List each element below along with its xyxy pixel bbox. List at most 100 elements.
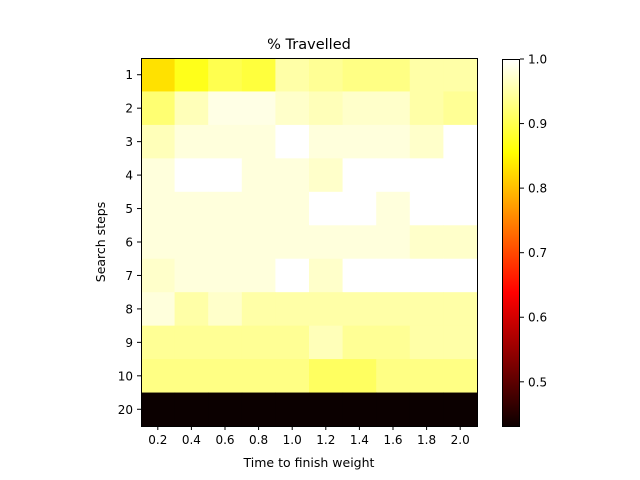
heatmap-cell: [443, 191, 478, 226]
heatmap-cell: [174, 58, 209, 93]
heatmap-cell: [275, 124, 310, 159]
heatmap-cell: [443, 124, 478, 159]
heatmap-cell: [275, 91, 310, 126]
heatmap-cell: [342, 191, 377, 226]
heatmap-cell: [409, 91, 444, 126]
plot-frame: [141, 58, 478, 427]
heatmap-cell: [409, 158, 444, 193]
heatmap-cell: [376, 158, 411, 193]
heatmap-cell: [174, 392, 209, 427]
y-tick-label: 3: [125, 135, 133, 149]
y-tick-label: 7: [125, 269, 133, 283]
y-tick-label: 5: [125, 202, 133, 216]
colorbar-frame: [502, 59, 520, 427]
heatmap-cell: [309, 58, 344, 93]
heatmap-cell: [443, 292, 478, 327]
y-tick-label: 8: [125, 302, 133, 316]
colorbar: [502, 59, 520, 427]
heatmap-cell: [275, 325, 310, 360]
heatmap-cell: [241, 58, 276, 93]
heatmap-cell: [342, 359, 377, 394]
x-axis-ticks: 0.2 0.4 0.6 0.8 1.0 1.2 1.4 1.6 1.8 2.0: [148, 426, 470, 447]
heatmap-cell: [409, 325, 444, 360]
x-tick-label: 0.4: [182, 433, 201, 447]
heatmap-cell: [275, 392, 310, 427]
heatmap-cell: [141, 91, 176, 126]
y-tick-label: 6: [125, 236, 133, 250]
colorbar-tick-label: 0.6: [528, 311, 547, 325]
y-tick-label: 9: [125, 336, 133, 350]
heatmap-cell: [409, 58, 444, 93]
heatmap-cell: [208, 124, 243, 159]
x-tick-label: 0.6: [215, 433, 234, 447]
heatmap-cell: [208, 191, 243, 226]
heatmap-cell: [241, 158, 276, 193]
heatmap-cell: [409, 191, 444, 226]
heatmap-cell: [241, 325, 276, 360]
x-axis-label: Time to finish weight: [243, 455, 375, 470]
heatmap-cell: [174, 325, 209, 360]
heatmap-cell: [309, 124, 344, 159]
heatmap-cell: [309, 325, 344, 360]
x-tick-label: 0.2: [148, 433, 167, 447]
x-tick-label: 0.8: [249, 433, 268, 447]
x-tick-label: 1.2: [316, 433, 335, 447]
heatmap-cell: [174, 158, 209, 193]
heatmap-cell: [342, 91, 377, 126]
heatmap-cell: [409, 392, 444, 427]
heatmap-cell: [376, 124, 411, 159]
heatmap-cell: [174, 225, 209, 260]
heatmap-cell: [443, 58, 478, 93]
heatmap-cell: [409, 359, 444, 394]
heatmap-cell: [141, 292, 176, 327]
heatmap-cell: [443, 158, 478, 193]
heatmap-cell: [275, 191, 310, 226]
x-tick-label: 1.8: [417, 433, 436, 447]
y-axis-ticks: 1 2 3 4 5 6 7 8 9 10 20: [118, 68, 141, 417]
heatmap-cell: [241, 225, 276, 260]
heatmap-cell: [409, 292, 444, 327]
heatmap-cell: [141, 225, 176, 260]
colorbar-tick-label: 0.9: [528, 117, 547, 131]
heatmap-cell: [241, 191, 276, 226]
heatmap-cell: [309, 158, 344, 193]
heatmap-cell: [309, 225, 344, 260]
heatmap-cell: [443, 392, 478, 427]
y-tick-label: 20: [118, 403, 133, 417]
heatmap-cell: [141, 325, 176, 360]
heatmap-cell: [208, 258, 243, 293]
heatmap-cell: [342, 124, 377, 159]
heatmap-cell: [208, 158, 243, 193]
colorbar-ticks: 0.5 0.6 0.7 0.8 0.9 1.0: [520, 53, 547, 389]
heatmap-cell: [141, 392, 176, 427]
heatmap-cells: [141, 58, 478, 427]
y-tick-label: 2: [125, 102, 133, 116]
heatmap-cell: [309, 292, 344, 327]
heatmap-cell: [376, 58, 411, 93]
y-tick-label: 1: [125, 68, 133, 82]
heatmap-cell: [241, 292, 276, 327]
heatmap-cell: [275, 359, 310, 394]
x-tick-label: 1.4: [350, 433, 369, 447]
heatmap-cell: [443, 91, 478, 126]
heatmap-cell: [208, 58, 243, 93]
heatmap-cell: [443, 258, 478, 293]
heatmap-cell: [309, 359, 344, 394]
heatmap-cell: [443, 325, 478, 360]
heatmap-cell: [241, 359, 276, 394]
heatmap-cell: [275, 225, 310, 260]
heatmap-cell: [409, 225, 444, 260]
heatmap-cell: [376, 258, 411, 293]
heatmap-cell: [309, 191, 344, 226]
heatmap-cell: [376, 191, 411, 226]
heatmap-cell: [409, 124, 444, 159]
heatmap-cell: [174, 191, 209, 226]
heatmap-cell: [208, 392, 243, 427]
heatmap-cell: [141, 158, 176, 193]
heatmap-cell: [376, 392, 411, 427]
heatmap-cell: [309, 258, 344, 293]
heatmap-cell: [174, 258, 209, 293]
heatmap-cell: [241, 91, 276, 126]
colorbar-tick-label: 0.8: [528, 182, 547, 196]
